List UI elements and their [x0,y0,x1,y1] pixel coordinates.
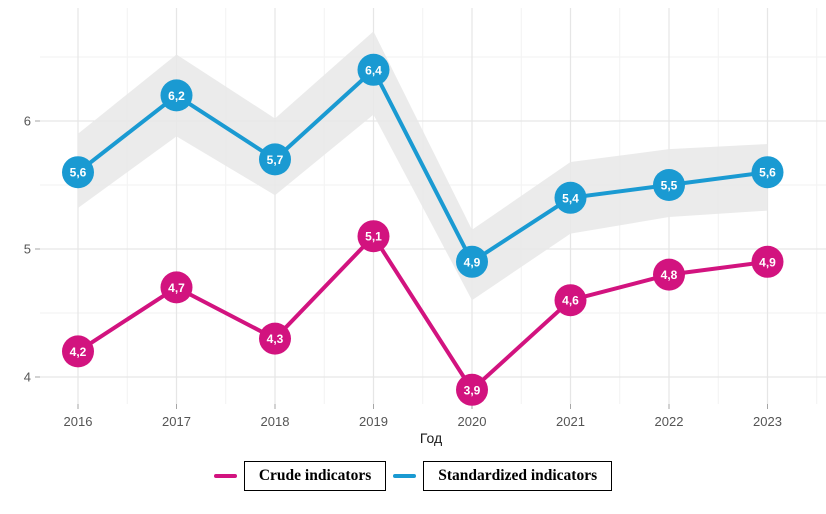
data-point [554,284,587,317]
data-point-label: 6,4 [365,63,382,77]
data-point [653,258,685,291]
x-tick-label: 2021 [556,414,585,429]
x-tick-label: 2023 [753,414,782,429]
data-point [456,373,488,406]
data-point [62,335,94,368]
data-point [653,169,685,201]
data-point-label: 5,7 [267,153,284,167]
data-point-label: 3,9 [464,383,481,397]
data-point-label: 4,2 [70,345,87,359]
data-point-label: 4,9 [759,255,776,269]
data-point-label: 4,9 [464,255,481,269]
data-point-label: 5,4 [562,191,579,205]
series-line-standardized [76,66,770,265]
x-tick-label: 2020 [458,414,487,429]
chart-legend: Crude indicators Standardized indicators [0,461,826,491]
y-tick-label: 5 [24,242,31,257]
series-line-crude [76,232,770,393]
data-point-label: 4,7 [168,281,185,295]
legend-key-standardized-line [393,474,417,478]
data-point-label: 6,2 [168,89,185,103]
data-point [357,53,390,86]
x-tick-label: 2017 [162,414,191,429]
data-point-label: 4,3 [267,332,284,346]
data-point [160,271,193,304]
legend-label-crude: Crude indicators [243,461,387,491]
data-point-label: 5,6 [759,166,776,180]
data-point [456,245,488,278]
y-tick-label: 4 [24,370,31,385]
data-point [357,220,390,253]
data-point-label: 5,5 [661,179,678,193]
x-axis-title: Год [420,430,442,446]
x-tick-label: 2019 [359,414,388,429]
y-tick-label: 6 [24,114,31,129]
data-point-label: 4,8 [661,268,678,282]
data-point-label: 5,1 [365,230,382,244]
line-chart-canvas: 2016 2017 2018 2019 2020 2021 2022 2023 4 5 6 5,6 6,… [24,8,826,446]
data-point [160,79,193,112]
legend-label-standardized: Standardized indicators [423,461,613,491]
x-tick-label: 2016 [64,414,93,429]
data-point [259,322,291,355]
data-point-label: 5,6 [70,166,87,180]
data-point-label: 4,6 [562,294,579,308]
data-point [554,181,587,214]
data-point [751,245,784,278]
x-tick-label: 2018 [261,414,290,429]
data-point [751,156,784,189]
legend-key-crude-line [213,474,237,478]
data-point [259,143,291,176]
x-tick-label: 2022 [655,414,684,429]
data-point [62,156,94,189]
